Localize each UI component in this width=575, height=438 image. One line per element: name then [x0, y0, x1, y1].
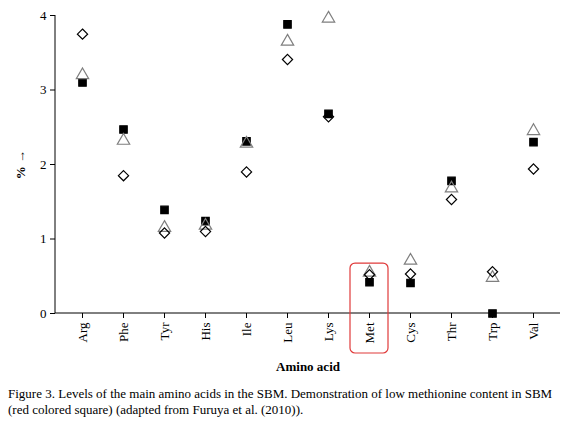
svg-text:2: 2 [40, 157, 47, 172]
svg-text:3: 3 [40, 82, 47, 97]
svg-text:Phe: Phe [116, 322, 131, 342]
svg-text:Arg: Arg [75, 322, 90, 342]
svg-text:4: 4 [40, 8, 47, 23]
svg-text:% →: % → [13, 150, 28, 179]
svg-text:His: His [198, 323, 213, 341]
html-text:Figure 3. Levels of the main a: Figure 3. Levels of the main amino acids… [8, 386, 553, 417]
svg-text:1: 1 [40, 231, 47, 246]
svg-text:Tyr: Tyr [157, 322, 172, 341]
svg-text:Trp: Trp [485, 323, 500, 341]
svg-text:Lys: Lys [321, 323, 336, 342]
svg-text:0: 0 [40, 306, 47, 321]
svg-text:Leu: Leu [280, 322, 295, 343]
svg-text:Thr: Thr [444, 322, 459, 341]
svg-text:Cys: Cys [403, 323, 418, 343]
svg-text:Met: Met [362, 322, 377, 343]
svg-text:Val: Val [526, 322, 541, 340]
svg-text:Ile: Ile [239, 322, 254, 336]
svg-text:Amino acid: Amino acid [276, 359, 341, 374]
